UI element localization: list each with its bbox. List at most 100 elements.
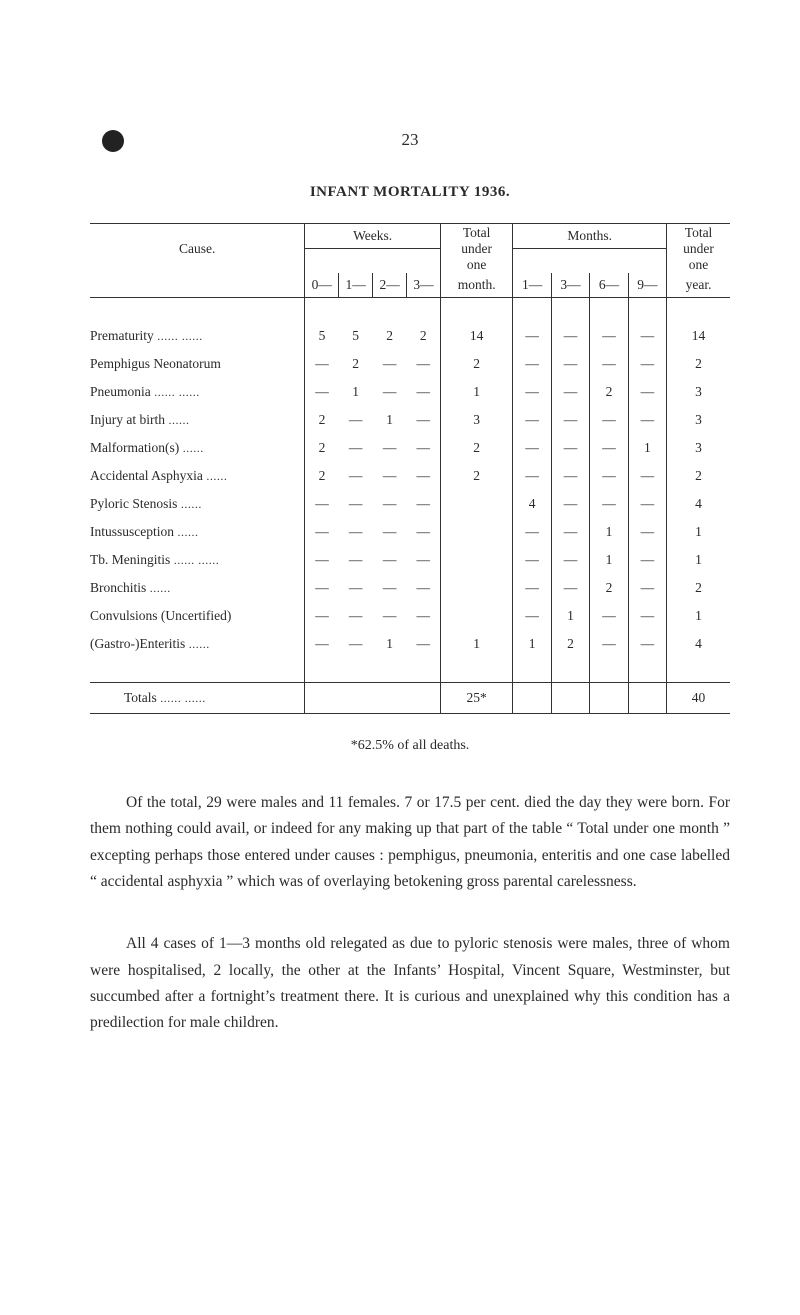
cell: 1 [440, 378, 512, 406]
cell [440, 602, 512, 630]
cell: — [551, 378, 589, 406]
footnote: *62.5% of all deaths. [90, 738, 730, 754]
body-pad-bottom [90, 658, 730, 683]
cell: 2 [667, 462, 730, 490]
trail-dots: ...... ...... [170, 553, 219, 567]
cell: — [513, 378, 551, 406]
cause-cell: Pemphigus Neonatorum [90, 350, 305, 378]
table-row: (Gastro-)Enteritis ......——1—112——4 [90, 630, 730, 658]
cell: — [305, 574, 339, 602]
cell: — [590, 602, 628, 630]
cause-label: Accidental Asphyxia [90, 468, 203, 483]
cell: — [305, 518, 339, 546]
cell: 5 [339, 322, 373, 350]
cause-label: Pemphigus Neonatorum [90, 356, 221, 371]
cell: — [628, 490, 666, 518]
bullet-icon [102, 130, 124, 152]
header-row-1: Cause. Weeks. Total under one Months. To… [90, 224, 730, 249]
cell: — [551, 546, 589, 574]
cell: 4 [667, 630, 730, 658]
table-row: Pneumonia ...... ......—1——1——2—3 [90, 378, 730, 406]
col-w3: 3— [407, 273, 441, 298]
cell: 1 [590, 518, 628, 546]
hdr-ty-2: one [689, 257, 709, 272]
cell: — [407, 630, 441, 658]
cause-cell: Pneumonia ...... ...... [90, 378, 305, 406]
cell [440, 490, 512, 518]
mortality-table: Cause. Weeks. Total under one Months. To… [90, 223, 730, 714]
header-weeks: Weeks. [305, 224, 441, 249]
cell: — [339, 462, 373, 490]
cause-cell: Bronchitis ...... [90, 574, 305, 602]
cell: — [339, 630, 373, 658]
cell: — [373, 546, 407, 574]
cell: 2 [305, 434, 339, 462]
cell: 2 [440, 434, 512, 462]
cell: — [407, 490, 441, 518]
cell: 2 [440, 350, 512, 378]
cell: — [551, 462, 589, 490]
cell: 3 [667, 378, 730, 406]
cell: — [513, 406, 551, 434]
trail-dots: ...... [177, 497, 202, 511]
cell: — [305, 490, 339, 518]
totals-trail: ...... ...... [160, 691, 206, 705]
cell: 2 [551, 630, 589, 658]
cell: 2 [305, 462, 339, 490]
cell: — [373, 350, 407, 378]
cause-cell: Pyloric Stenosis ...... [90, 490, 305, 518]
cause-label: Prematurity [90, 328, 154, 343]
cause-label: Intussusception [90, 524, 174, 539]
cell: — [513, 546, 551, 574]
cell: — [590, 350, 628, 378]
table-row: Injury at birth ......2—1—3————3 [90, 406, 730, 434]
cause-label: Pneumonia [90, 384, 151, 399]
cell: 3 [440, 406, 512, 434]
hdr-ty-1: under [683, 241, 714, 256]
cell: 2 [590, 378, 628, 406]
cell: — [590, 322, 628, 350]
cell: — [628, 574, 666, 602]
cell: — [305, 602, 339, 630]
cell: — [339, 434, 373, 462]
paragraph-1: Of the total, 29 were males and 11 femal… [90, 790, 730, 895]
cause-cell: Intussusception ...... [90, 518, 305, 546]
cause-label: Bronchitis [90, 580, 146, 595]
cell: 2 [590, 574, 628, 602]
cell: 1 [513, 630, 551, 658]
cell: — [590, 490, 628, 518]
col-w0: 0— [305, 273, 339, 298]
cell: — [373, 490, 407, 518]
totals-month: 25* [440, 683, 512, 714]
cell: — [339, 406, 373, 434]
hdr-tm-1: under [461, 241, 492, 256]
hdr-tm-3: month. [440, 273, 512, 298]
cell: — [407, 574, 441, 602]
cause-label: Tb. Meningitis [90, 552, 170, 567]
cell: 2 [667, 350, 730, 378]
cell: 3 [667, 406, 730, 434]
table-title: INFANT MORTALITY 1936. [90, 184, 730, 201]
cell: 2 [407, 322, 441, 350]
cell: 1 [339, 378, 373, 406]
cell: 1 [440, 630, 512, 658]
cell: — [590, 434, 628, 462]
page-number-row: 23 [90, 130, 730, 150]
totals-row: Totals ...... ...... 25* 40 [90, 683, 730, 714]
trail-dots: ...... [185, 637, 210, 651]
cell: 1 [551, 602, 589, 630]
cell: — [373, 434, 407, 462]
cell: — [551, 406, 589, 434]
cause-label: Pyloric Stenosis [90, 496, 177, 511]
header-row-2: 0— 1— 2— 3— month. 1— 3— 6— 9— year. [90, 273, 730, 298]
table-row: Pemphigus Neonatorum —2——2————2 [90, 350, 730, 378]
cell: 1 [373, 406, 407, 434]
cell: — [513, 462, 551, 490]
cell: — [513, 434, 551, 462]
cell: 1 [667, 518, 730, 546]
cell: 1 [373, 630, 407, 658]
cell: 1 [590, 546, 628, 574]
cell: — [551, 490, 589, 518]
cell: — [373, 378, 407, 406]
table-row: Prematurity ...... ......552214————14 [90, 322, 730, 350]
